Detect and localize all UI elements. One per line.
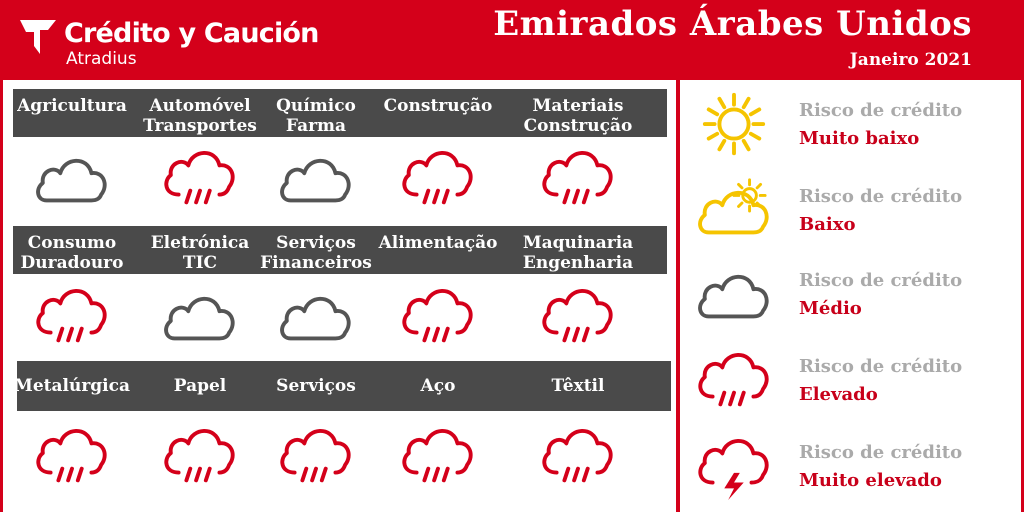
sector-label: Serviços Financeiros xyxy=(260,233,372,273)
sector-label-line1: Eletrónica xyxy=(150,233,250,253)
sector-label-line1: Químico xyxy=(276,96,356,116)
section-divider xyxy=(676,80,680,512)
sector-label-line2: Engenharia xyxy=(522,253,634,273)
sector-band-row-3 xyxy=(17,361,671,411)
page-title: Emirados Árabes Unidos xyxy=(493,4,972,44)
cloud-icon xyxy=(276,282,356,352)
frame-left-border xyxy=(0,80,3,512)
cloud-icon xyxy=(276,144,356,214)
legend-label: Risco de crédito xyxy=(799,100,963,121)
legend-storm-cloud-icon xyxy=(694,432,778,502)
sector-label-line1: Papel xyxy=(173,376,227,396)
sector-label: Construção xyxy=(384,96,493,116)
sector-label-line1: Têxtil xyxy=(551,376,605,396)
legend-sun-cloud-icon xyxy=(694,176,778,246)
sector-label: Aço xyxy=(421,376,456,396)
rain-cloud-icon xyxy=(538,422,618,492)
legend-level: Baixo xyxy=(799,214,856,235)
sector-label-line1: Aço xyxy=(420,376,456,396)
rain-cloud-icon xyxy=(398,144,478,214)
legend-rain-cloud-icon xyxy=(694,346,778,416)
legend-level: Médio xyxy=(799,298,862,319)
frame-right-border xyxy=(1021,80,1024,512)
sector-label-line2: Financeiros xyxy=(260,253,372,273)
rain-cloud-icon xyxy=(398,422,478,492)
sector-label: Papel xyxy=(174,376,227,396)
sector-label: Eletrónica TIC xyxy=(151,233,250,273)
rain-cloud-icon xyxy=(538,144,618,214)
legend-sun-icon xyxy=(694,90,778,160)
legend-label: Risco de crédito xyxy=(799,186,963,207)
sector-band-row-1 xyxy=(13,89,667,137)
sector-label-line2: Farma xyxy=(285,116,347,136)
legend-label: Risco de crédito xyxy=(799,442,963,463)
sector-label: Químico Farma xyxy=(276,96,356,136)
rain-cloud-icon xyxy=(538,282,618,352)
cloud-icon xyxy=(160,282,240,352)
sector-label-line1: Serviços xyxy=(276,233,356,253)
header-banner: Crédito y Caución Atradius Emirados Árab… xyxy=(0,0,1024,80)
rain-cloud-icon xyxy=(160,144,240,214)
sector-band-row-2 xyxy=(13,226,667,274)
sector-label: Materiais Construção xyxy=(524,96,633,136)
rain-cloud-icon xyxy=(32,282,112,352)
sector-label: Alimentação xyxy=(379,233,498,253)
sector-label-line2: TIC xyxy=(182,253,218,273)
brand-logo: Crédito y Caución Atradius xyxy=(18,12,338,72)
sector-label-line1: Consumo xyxy=(27,233,117,253)
legend-level: Elevado xyxy=(799,384,878,405)
report-date: Janeiro 2021 xyxy=(849,50,972,70)
sector-label: Têxtil xyxy=(552,376,605,396)
rain-cloud-icon xyxy=(398,282,478,352)
sector-label: Consumo Duradouro xyxy=(21,233,124,273)
sector-label: Metalúrgica xyxy=(14,376,130,396)
sector-label-line1: Alimentação xyxy=(378,233,498,253)
sector-label-line1: Agricultura xyxy=(17,96,127,116)
cloud-icon xyxy=(32,144,112,214)
sector-label-line1: Metalúrgica xyxy=(14,376,130,396)
rain-cloud-icon xyxy=(160,422,240,492)
sector-label-line1: Serviços xyxy=(276,376,356,396)
sector-label-line1: Construção xyxy=(383,96,493,116)
sector-label: Automóvel Transportes xyxy=(143,96,257,136)
sector-label: Serviços xyxy=(276,376,356,396)
sector-label-line1: Automóvel xyxy=(149,96,251,116)
legend-level: Muito baixo xyxy=(799,128,920,149)
legend-label: Risco de crédito xyxy=(799,270,963,291)
sector-label-line1: Materiais xyxy=(532,96,624,116)
sector-label: Agricultura xyxy=(17,96,127,116)
legend-label: Risco de crédito xyxy=(799,356,963,377)
brand-subtitle: Atradius xyxy=(66,49,137,69)
brand-name: Crédito y Caución xyxy=(64,18,319,49)
sector-label-line2: Duradouro xyxy=(20,253,124,273)
sector-label: Maquinaria Engenharia xyxy=(523,233,633,273)
legend-cloud-icon xyxy=(694,260,778,330)
bird-logo-icon xyxy=(20,20,56,54)
rain-cloud-icon xyxy=(276,422,356,492)
legend-level: Muito elevado xyxy=(799,470,942,491)
rain-cloud-icon xyxy=(32,422,112,492)
sector-label-line2: Construção xyxy=(523,116,633,136)
sector-label-line1: Maquinaria xyxy=(522,233,634,253)
sector-label-line2: Transportes xyxy=(143,116,257,136)
